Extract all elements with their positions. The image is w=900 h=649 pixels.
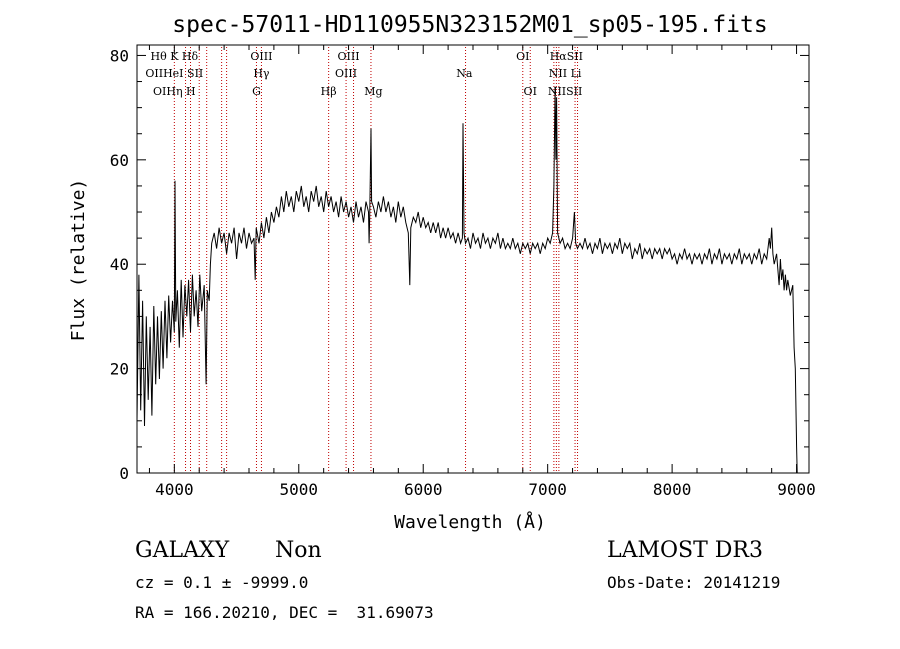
line-label-13: HαSII xyxy=(550,50,583,63)
line-label-8: Hβ xyxy=(321,85,337,98)
x-tick-label-1: 5000 xyxy=(280,480,319,499)
line-label-10: Na xyxy=(456,67,473,80)
line-label-14: NII Li xyxy=(549,67,582,80)
redshift-readout: cz = 0.1 ± -9999.0 xyxy=(135,573,309,592)
line-label-5: G xyxy=(252,85,261,98)
x-tick-label-5: 9000 xyxy=(777,480,816,499)
y-tick-label-4: 80 xyxy=(110,46,129,65)
chart-title: spec-57011-HD110955N323152M01_sp05-195.f… xyxy=(172,12,767,38)
obs-date: Obs-Date: 20141219 xyxy=(607,573,781,592)
object-subclass: Non xyxy=(275,538,322,563)
y-tick-label-2: 40 xyxy=(110,255,129,274)
line-label-3: OIII xyxy=(250,50,272,63)
x-tick-label-4: 8000 xyxy=(653,480,692,499)
plot-frame xyxy=(136,44,810,474)
y-tick-label-3: 60 xyxy=(110,151,129,170)
x-tick-label-3: 7000 xyxy=(528,480,567,499)
y-tick-label-0: 0 xyxy=(119,464,129,483)
x-axis-label: Wavelength (Å) xyxy=(394,511,546,533)
line-label-12: OI xyxy=(524,85,537,98)
line-label-9: Mg xyxy=(364,85,382,98)
y-axis-ticks: 0 20 40 60 80 xyxy=(110,46,809,483)
y-tick-label-1: 20 xyxy=(110,360,129,379)
line-label-7: OIII xyxy=(335,67,357,80)
line-label-6: OIII xyxy=(338,50,360,63)
coordinates-readout: RA = 166.20210, DEC = 31.69073 xyxy=(135,603,434,622)
x-tick-label-2: 6000 xyxy=(404,480,443,499)
spectral-line-markers xyxy=(173,47,579,473)
line-label-0: Hθ K Hδ xyxy=(151,50,199,63)
line-label-11: OI xyxy=(516,50,529,63)
object-class: GALAXY xyxy=(135,538,230,563)
x-tick-label-0: 4000 xyxy=(155,480,194,499)
spectrum-line xyxy=(136,86,798,474)
line-label-1: OIIHeI SII xyxy=(145,67,203,80)
y-axis-label: Flux (relative) xyxy=(68,179,89,342)
x-axis-ticks: 4000 5000 6000 7000 8000 9000 xyxy=(148,45,816,499)
survey-name: LAMOST DR3 xyxy=(607,538,763,563)
line-label-4: Hγ xyxy=(253,67,270,80)
line-label-2: OIHη H xyxy=(153,85,196,98)
spectral-line-labels: Hθ K Hδ OIIHeI SII OIHη H OIII Hγ G OIII OIII Hβ… xyxy=(145,50,583,98)
line-label-15: NIISII xyxy=(548,85,583,98)
